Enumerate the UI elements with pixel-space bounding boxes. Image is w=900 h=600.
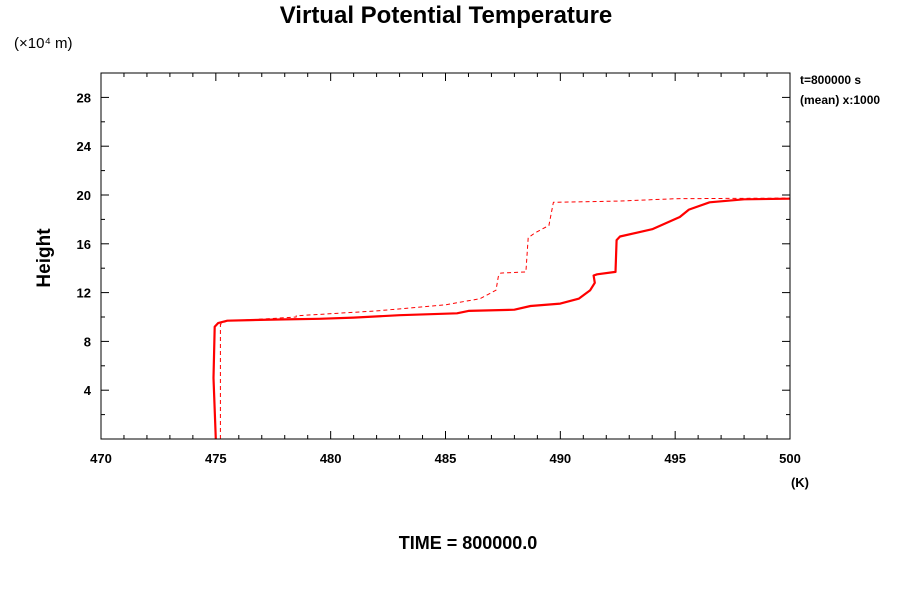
x-tick-label: 490 xyxy=(549,451,571,466)
x-tick-label: 485 xyxy=(435,451,457,466)
x-tick-label: 500 xyxy=(779,451,801,466)
y-units-label: (×10⁴ m) xyxy=(14,35,73,52)
y-tick-label: 20 xyxy=(77,188,91,203)
y-tick-label: 12 xyxy=(77,286,91,301)
x-tick-label: 475 xyxy=(205,451,227,466)
y-tick-label: 24 xyxy=(77,139,92,154)
x-tick-label: 470 xyxy=(90,451,112,466)
data-series xyxy=(212,197,791,440)
y-tick-label: 28 xyxy=(77,90,91,105)
y-tick-label: 16 xyxy=(77,237,91,252)
y-tick-label: 4 xyxy=(84,383,92,398)
plot-frame xyxy=(100,72,791,440)
axis-ticks: 470 475 480 485 490 495 500 4 8 12 16 20 24 28 xyxy=(77,73,801,466)
chart-title: Virtual Potential Temperature xyxy=(280,2,613,29)
y-axis-label: Height xyxy=(34,228,55,288)
x-tick-label: 495 xyxy=(664,451,686,466)
series-line-dashed xyxy=(219,197,791,439)
annotation-time: t=800000 s xyxy=(800,73,861,87)
y-tick-label: 8 xyxy=(84,334,91,349)
x-axis-label: (K) xyxy=(791,475,809,490)
x-tick-label: 480 xyxy=(320,451,342,466)
annotation-mean: (mean) x:1000 xyxy=(800,93,880,107)
footer-time: TIME = 800000.0 xyxy=(399,533,538,553)
series-line-solid xyxy=(212,197,791,440)
